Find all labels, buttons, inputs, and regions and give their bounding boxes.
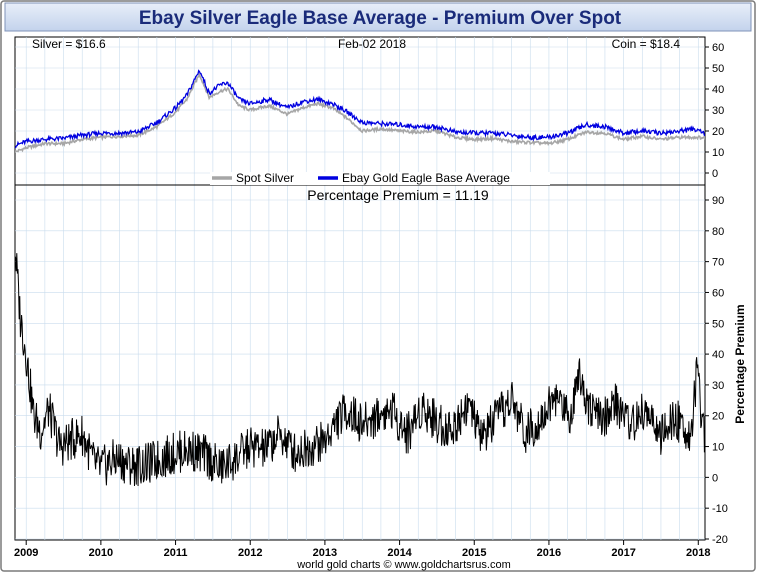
chart-title: Ebay Silver Eagle Base Average - Premium… (139, 8, 622, 29)
premium-title: Percentage Premium = 11.19 (307, 187, 489, 203)
y-tick-label: 80 (712, 226, 724, 238)
footer-credit: world gold charts © www.goldchartsrus.co… (296, 559, 511, 571)
lower-y-ticks: -20 -10 0 10 20 30 40 50 60 70 80 90 (705, 195, 728, 546)
x-tick-label: 2015 (462, 547, 486, 559)
header-silver-price: Silver = $16.6 (32, 37, 106, 51)
y-tick-label: 40 (712, 349, 724, 361)
y-tick-label: 70 (712, 257, 724, 269)
x-tick-label: 2017 (611, 547, 635, 559)
y-tick-label: 60 (712, 287, 724, 299)
series-line-spot-silver (15, 73, 705, 154)
y-tick-label: -10 (712, 503, 728, 515)
x-ticks: 2009 2010 2011 2012 2013 2014 2015 2016 2017 2018 (14, 540, 711, 559)
x-tick-label: 2010 (89, 547, 113, 559)
y-tick-label: 50 (712, 63, 724, 75)
x-tick-label: 2012 (238, 547, 262, 559)
y-tick-label: 10 (712, 147, 724, 159)
x-tick-label: 2014 (387, 547, 412, 559)
y-tick-label: 0 (712, 472, 718, 484)
series-line-premium (15, 253, 705, 487)
y-tick-label: -20 (712, 534, 728, 546)
y-tick-label: 20 (712, 126, 724, 138)
y-tick-label: 50 (712, 318, 724, 330)
y-tick-label: 40 (712, 84, 724, 96)
y-tick-label: 30 (712, 380, 724, 392)
legend-label-spot-silver: Spot Silver (236, 171, 294, 185)
y-tick-label: 30 (712, 105, 724, 117)
x-tick-label: 2011 (164, 547, 188, 559)
x-tick-label: 2018 (686, 547, 710, 559)
upper-y-ticks: 0 10 20 30 40 50 60 (705, 42, 724, 180)
title-bar: Ebay Silver Eagle Base Average - Premium… (4, 2, 752, 32)
header-date: Feb-02 2018 (338, 37, 406, 51)
legend: Spot Silver Ebay Gold Eagle Base Average (210, 171, 550, 185)
x-tick-label: 2016 (537, 547, 561, 559)
x-tick-label: 2009 (14, 547, 38, 559)
y-axis-label: Percentage Premium (733, 304, 747, 423)
y-tick-label: 10 (712, 442, 724, 454)
lower-series (15, 253, 705, 487)
y-tick-label: 20 (712, 411, 724, 423)
x-tick-label: 2013 (313, 547, 337, 559)
upper-series (15, 69, 705, 154)
y-tick-label: 0 (712, 168, 718, 180)
header-coin-price: Coin = $18.4 (612, 37, 681, 51)
y-tick-label: 60 (712, 42, 724, 54)
legend-label-coin: Ebay Gold Eagle Base Average (342, 171, 510, 185)
y-tick-label: 90 (712, 195, 724, 207)
series-line-coin (15, 69, 705, 149)
